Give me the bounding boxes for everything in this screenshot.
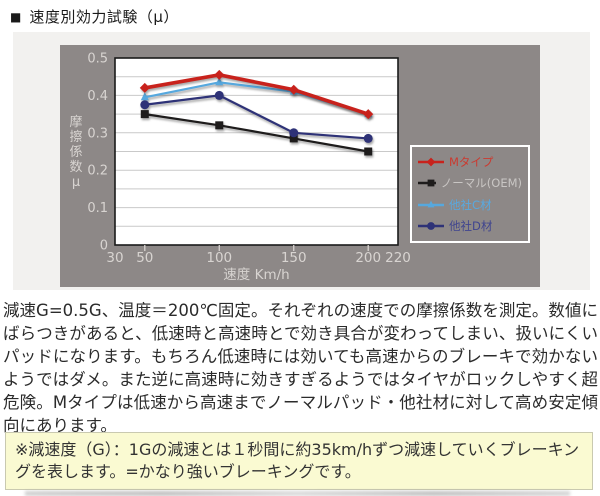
legend-item: 他社C材 bbox=[418, 197, 522, 213]
circle-marker bbox=[363, 133, 373, 143]
x-tick-label: 30 bbox=[106, 250, 123, 266]
legend-label: Mタイプ bbox=[449, 154, 494, 169]
chart-legend: Mタイプノーマル(OEM) 他社C材他社D材 bbox=[410, 145, 530, 243]
y-tick-label: 0.1 bbox=[87, 201, 108, 216]
x-tick-label: 220 bbox=[385, 250, 411, 266]
plot-border bbox=[114, 57, 399, 246]
chart-panel: 0 0.1 0.2 0.3 0.4 0.5 摩擦係数 μ 30 50 100 150 200 220 速度 … bbox=[13, 32, 590, 290]
y-tick-label: 0.4 bbox=[87, 89, 108, 104]
note-box: ※減速度（G）：1Gの減速とは１秒間に約35km/hずつ減速していくブレーキング… bbox=[5, 432, 593, 490]
series-0 bbox=[139, 69, 374, 120]
diamond-marker bbox=[288, 84, 299, 95]
x-tick-label: 100 bbox=[206, 250, 232, 266]
square-marker bbox=[215, 121, 224, 130]
legend-item: ノーマル(OEM) bbox=[418, 175, 522, 191]
legend-label: 他社D材 bbox=[449, 219, 493, 234]
series-1 bbox=[140, 110, 373, 156]
square-marker bbox=[364, 147, 373, 156]
series-line bbox=[144, 72, 369, 116]
diamond-marker bbox=[363, 109, 374, 120]
y-axis-label-char: 数 bbox=[69, 160, 82, 175]
circle-marker bbox=[289, 128, 299, 138]
square-marker bbox=[140, 110, 149, 119]
y-axis-label-char: 擦 bbox=[69, 130, 82, 145]
y-tick-label: 0.5 bbox=[87, 52, 108, 67]
y-axis-label-char: 係 bbox=[69, 145, 82, 160]
triangle-marker bbox=[427, 200, 435, 208]
description-text: 減速G=0.5G、温度＝200℃固定。それぞれの速度での摩擦係数を測定。数値にば… bbox=[3, 301, 598, 435]
diamond-marker bbox=[214, 69, 225, 80]
series-line bbox=[144, 113, 369, 153]
legend-triangle-icon bbox=[418, 200, 444, 208]
legend-label: 他社C材 bbox=[449, 197, 492, 212]
y-axis-label-char: 摩 bbox=[69, 114, 82, 130]
square-marker bbox=[289, 134, 298, 143]
note-text: ※減速度（G）：1Gの減速とは１秒間に約35km/hずつ減速していくブレーキング… bbox=[15, 440, 580, 481]
friction-test-chart: 0 0.1 0.2 0.3 0.4 0.5 摩擦係数 μ 30 50 100 150 200 220 速度 … bbox=[60, 45, 540, 287]
y-tick-label: 0.2 bbox=[87, 164, 108, 179]
legend-item: 他社D材 bbox=[418, 218, 522, 234]
x-tick-label: 150 bbox=[281, 250, 307, 266]
diamond-marker bbox=[139, 82, 150, 93]
legend-label: ノーマル(OEM) bbox=[440, 176, 522, 191]
x-tick-label: 200 bbox=[355, 250, 381, 266]
section-header: ■ 速度別効力試験（μ） bbox=[10, 6, 179, 27]
series-line bbox=[144, 94, 369, 140]
legend-item: Mタイプ bbox=[418, 154, 522, 170]
legend-square-icon bbox=[418, 179, 436, 187]
legend-circle-icon bbox=[418, 222, 444, 231]
section-bullet-icon: ■ bbox=[10, 9, 22, 24]
circle-marker bbox=[427, 222, 435, 231]
x-axis-label: 速度 Km/h bbox=[223, 267, 289, 283]
square-marker bbox=[427, 179, 435, 187]
y-tick-label: 0 bbox=[100, 239, 108, 254]
x-tick-label: 50 bbox=[136, 250, 153, 266]
series-3 bbox=[140, 90, 373, 143]
legend-diamond-icon bbox=[418, 157, 444, 167]
circle-marker bbox=[214, 90, 224, 100]
circle-marker bbox=[140, 100, 150, 110]
section-title: 速度別効力試験（μ） bbox=[29, 8, 179, 26]
triangle-marker bbox=[140, 92, 149, 101]
y-axis-label-char: μ bbox=[72, 175, 80, 190]
diamond-marker bbox=[426, 157, 436, 167]
y-tick-label: 0.3 bbox=[87, 126, 108, 141]
triangle-marker bbox=[215, 77, 224, 86]
cropped-content-strip bbox=[25, 491, 570, 496]
